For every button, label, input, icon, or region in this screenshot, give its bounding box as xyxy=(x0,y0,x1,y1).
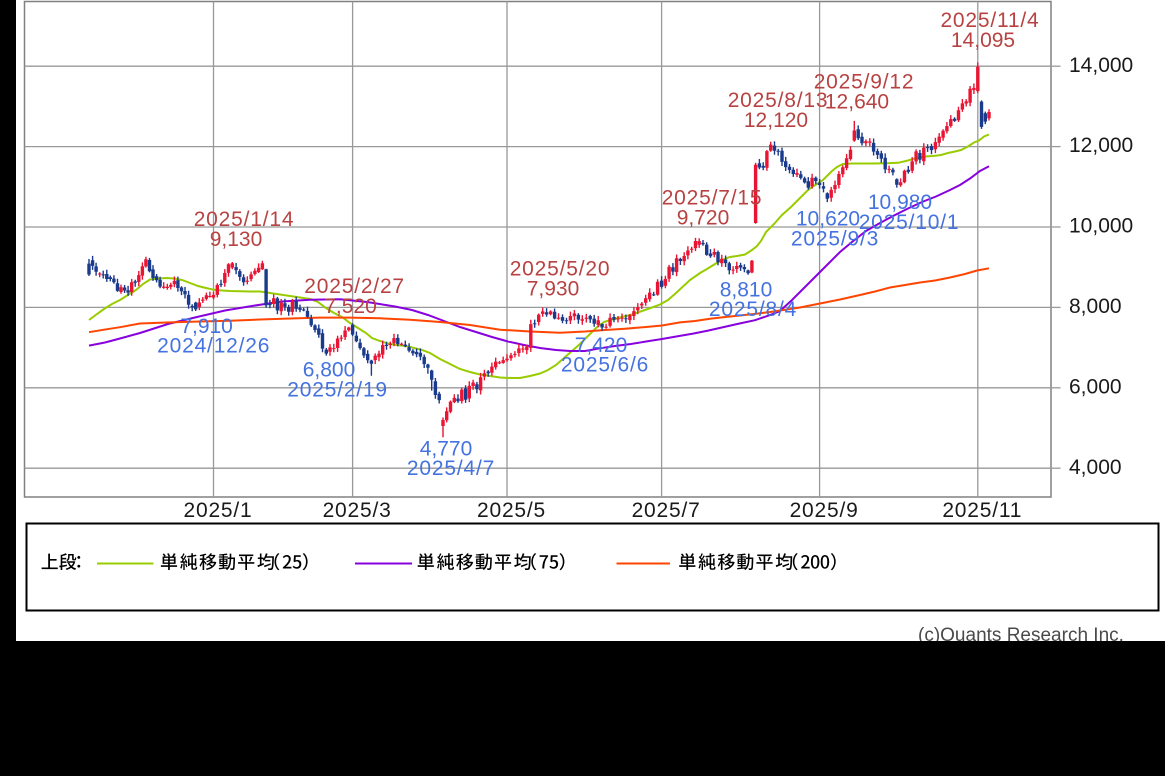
svg-text:14,095: 14,095 xyxy=(951,29,1015,52)
svg-text:12,000: 12,000 xyxy=(1069,134,1133,157)
svg-text:2025/7: 2025/7 xyxy=(632,499,701,522)
svg-text:2025/1/14: 2025/1/14 xyxy=(194,208,295,231)
svg-text:2025/6/6: 2025/6/6 xyxy=(561,354,649,377)
svg-text:8,810: 8,810 xyxy=(720,278,773,301)
svg-text:7,930: 7,930 xyxy=(527,277,580,300)
svg-text:2025/5: 2025/5 xyxy=(477,499,546,522)
svg-text:9,720: 9,720 xyxy=(677,206,730,229)
svg-text:2025/8/4: 2025/8/4 xyxy=(709,298,797,321)
svg-text:(c)Quants Research Inc.: (c)Quants Research Inc. xyxy=(918,625,1124,641)
svg-text:2025/2/19: 2025/2/19 xyxy=(287,379,388,402)
svg-text:2025/9/3: 2025/9/3 xyxy=(791,227,879,250)
svg-text:9,130: 9,130 xyxy=(210,228,263,251)
svg-text:2025/1: 2025/1 xyxy=(183,499,252,522)
svg-text:7,520: 7,520 xyxy=(324,295,377,318)
svg-text:2025/9/12: 2025/9/12 xyxy=(814,71,915,94)
svg-text:6,800: 6,800 xyxy=(303,359,356,382)
svg-text:12,120: 12,120 xyxy=(744,109,808,132)
svg-text:2025/11/4: 2025/11/4 xyxy=(940,9,1039,32)
svg-text:2025/3: 2025/3 xyxy=(323,499,392,522)
svg-text:10,980: 10,980 xyxy=(868,191,932,214)
svg-text:8,000: 8,000 xyxy=(1069,295,1122,318)
svg-text:10,620: 10,620 xyxy=(796,208,860,231)
svg-text:2025/2/27: 2025/2/27 xyxy=(304,275,405,298)
svg-text:2025/5/20: 2025/5/20 xyxy=(510,258,611,281)
svg-text:10,000: 10,000 xyxy=(1069,215,1133,238)
svg-text:7,910: 7,910 xyxy=(180,315,233,338)
svg-text:12,640: 12,640 xyxy=(825,90,889,113)
svg-text:2025/10/1: 2025/10/1 xyxy=(859,211,960,234)
svg-text:2025/9: 2025/9 xyxy=(790,499,859,522)
svg-text:7,420: 7,420 xyxy=(575,334,628,357)
svg-text:2024/12/26: 2024/12/26 xyxy=(157,335,270,358)
svg-text:4,770: 4,770 xyxy=(420,437,473,460)
svg-text:2025/7/15: 2025/7/15 xyxy=(662,187,763,210)
svg-text:2025/4/7: 2025/4/7 xyxy=(407,457,495,480)
svg-text:14,000: 14,000 xyxy=(1069,54,1133,77)
svg-text:2025/11: 2025/11 xyxy=(942,499,1022,522)
svg-text:4,000: 4,000 xyxy=(1069,456,1122,479)
svg-text:6,000: 6,000 xyxy=(1069,375,1122,398)
svg-text:2025/8/13: 2025/8/13 xyxy=(728,89,829,112)
